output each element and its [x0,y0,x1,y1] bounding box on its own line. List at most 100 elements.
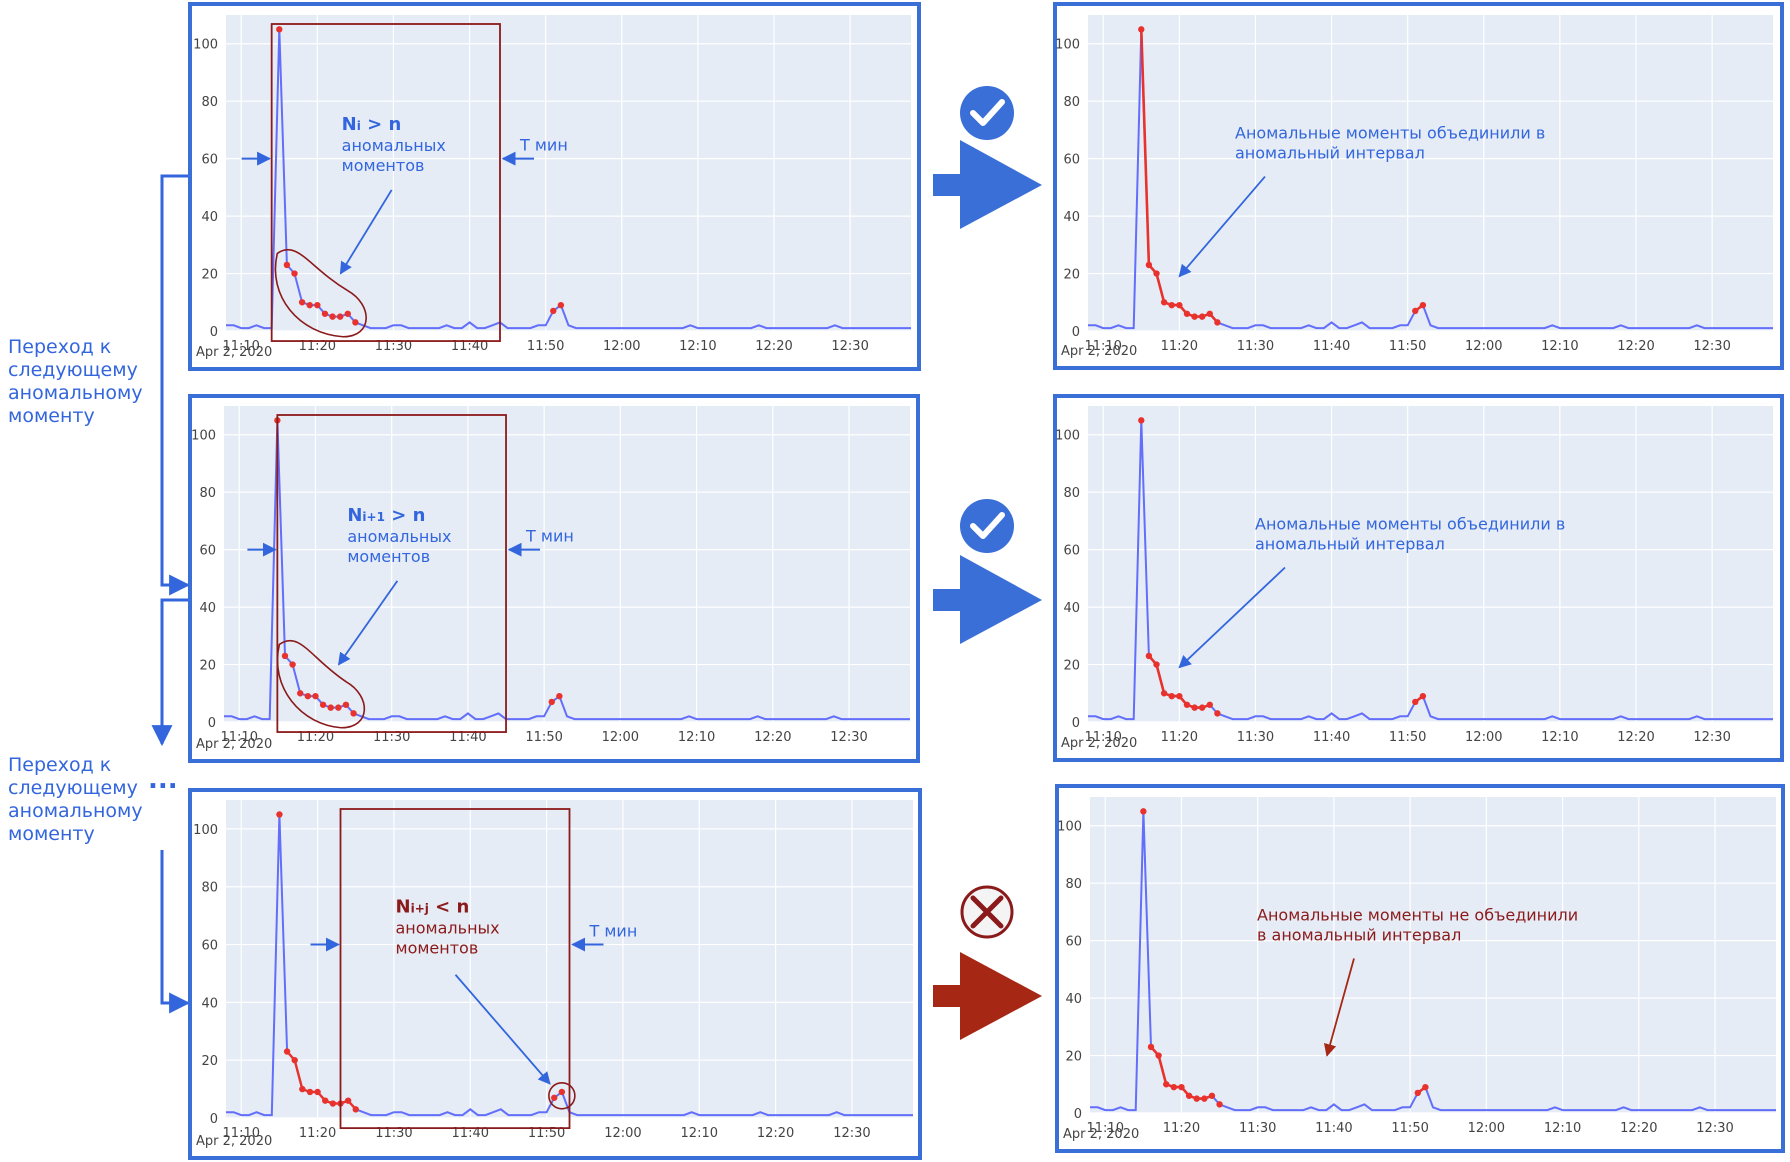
anomaly-count-label: Ni > n [342,114,402,135]
x-tick-label: 11:40 [452,1126,489,1141]
x-tick-label: 12:10 [1541,730,1578,745]
x-tick-label: 12:10 [679,339,716,354]
anomaly-point [1412,698,1419,706]
x-tick-label: 12:10 [1544,1121,1581,1136]
x-tick-label: 11:40 [1313,339,1350,354]
anomaly-group-outline [548,1081,576,1110]
y-tick-label: 40 [199,601,216,616]
big-arrow-right-red [933,952,1042,1040]
ellipsis-label: ... [148,765,178,795]
x-tick-label: 11:10 [221,730,258,745]
anomaly-point [321,310,329,317]
anomaly-point [342,701,350,708]
anomaly-point [319,701,327,708]
x-tick-label: 11:20 [1161,730,1198,745]
y-tick-label: 20 [199,659,216,674]
x-tick-label: 12:30 [1693,730,1730,745]
anomaly-interval-line [286,1050,357,1111]
anomaly-point [304,692,312,700]
x-tick-label: 12:20 [1617,730,1654,745]
x-tick-label: 11:50 [1389,730,1426,745]
anomaly-point [1208,1092,1216,1099]
plot-area [224,406,910,722]
plot-area [1088,15,1773,331]
anomaly-point [1153,661,1160,668]
y-tick-label: 40 [1063,210,1080,225]
y-tick-label: 80 [199,486,216,501]
anomaly-point [335,704,342,711]
pointer-arrow [1178,175,1266,278]
anomaly-point [1160,690,1168,697]
y-tick-label: 0 [208,716,216,731]
x-tick-label: 11:10 [222,339,259,354]
date-label: Apr 2, 2020 [196,737,272,752]
anomaly-point [1155,1052,1162,1059]
plot-area [1090,797,1776,1113]
anomaly-point [314,301,321,309]
x-tick-label: 12:30 [1696,1121,1733,1136]
chart-panel-right-2: 0 20 40 60 80 100 11:10 11:20 11:30 11:40 11:50 12:… [1053,394,1784,762]
x-tick-label: 11:10 [1084,339,1121,354]
anomaly-point [557,301,565,309]
anomaly-count-text: аномальных [342,136,446,155]
anomaly-count-text: аномальных [347,527,451,546]
charts-container: 0 20 40 60 80 100 11:10 11:20 11:30 11:40 11:50 12:… [188,2,1785,1160]
anomaly-point [336,313,344,320]
interval-annotation: Аномальные моменты не объединили [1257,906,1578,925]
x-tick-label: 11:50 [525,730,562,745]
plot-area [226,15,911,331]
pointer-arrow [1178,566,1286,669]
anomaly-point [1214,319,1221,326]
big-arrow-right-blue [933,140,1042,229]
x-tick-label: 12:10 [681,1126,718,1141]
anomaly-count-label: Ni+1 > n [347,505,425,526]
time-window-box [339,808,571,1130]
anomaly-point [1191,313,1198,320]
big-arrow-right-blue [933,555,1042,644]
side-navigation: Переход к следующему аномальному моменту… [8,174,191,1014]
x-tick-label: 12:00 [604,1126,641,1141]
y-tick-label: 20 [1065,1050,1082,1065]
x-tick-label: 11:10 [1084,730,1121,745]
anomaly-point [281,652,289,660]
x-tick-label: 12:30 [831,339,868,354]
x-tick-label: 12:30 [1693,339,1730,354]
anomaly-point [322,1097,329,1104]
x-tick-label: 12:00 [1468,1121,1505,1136]
anomaly-point [299,1085,306,1093]
x-tick-label: 12:10 [678,730,715,745]
time-window-box [270,23,501,342]
anomaly-point [1419,692,1427,700]
interval-annotation: аномальный интервал [1235,144,1425,163]
x-tick-label: 11:40 [1315,1121,1352,1136]
pointer-arrow [1323,958,1355,1057]
transition-label-2: Переход к следующему аномальному моменту [8,754,149,845]
anomaly-point [306,301,313,309]
anomaly-point [1145,261,1153,269]
anomaly-point [297,690,304,697]
x-tick-label: 11:30 [1237,730,1274,745]
x-tick-label: 11:50 [1391,1121,1428,1136]
anomaly-point [314,1088,321,1096]
x-tick-label: 11:50 [1389,339,1426,354]
x-tick-label: 12:10 [1541,339,1578,354]
anomaly-group-outline [276,639,366,729]
pointer-arrow [339,189,393,275]
anomaly-point [1140,808,1147,815]
anomaly-point [1206,310,1213,317]
x-tick-label: 11:30 [1237,339,1274,354]
anomaly-point [1183,310,1191,317]
x-tick-label: 11:20 [297,730,334,745]
anomaly-point [1422,1083,1429,1091]
anomaly-point [291,270,298,277]
date-label: Apr 2, 2020 [1061,736,1137,751]
y-tick-label: 40 [201,210,218,225]
anomaly-group-outline [274,248,367,338]
interval-annotation: аномальный интервал [1255,535,1445,554]
y-tick-label: 0 [210,325,218,340]
anomaly-point [344,1097,352,1104]
y-tick-label: 60 [1063,544,1080,559]
cross-icon [960,885,1014,939]
y-tick-label: 100 [193,38,218,53]
x-tick-label: 11:20 [299,1126,336,1141]
